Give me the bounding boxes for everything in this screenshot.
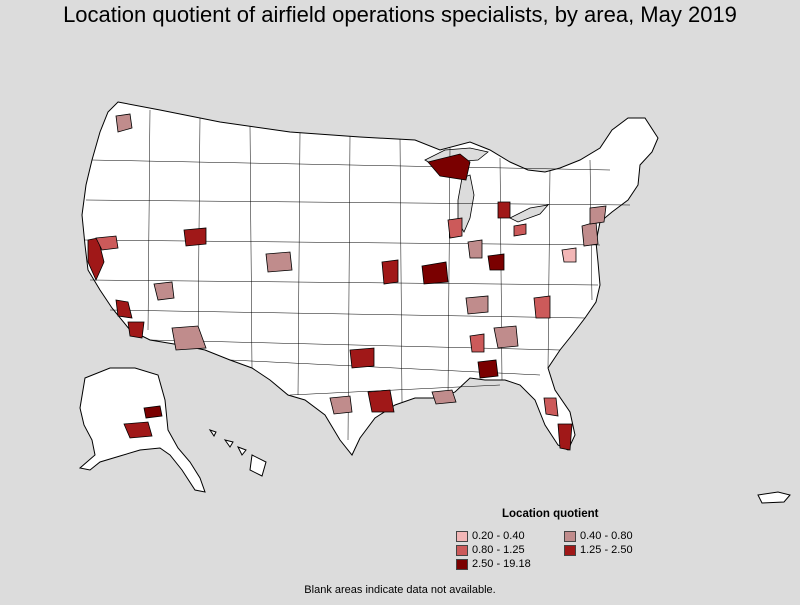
legend-swatch xyxy=(564,530,576,542)
legend-title: Location quotient xyxy=(502,508,599,520)
area-houston xyxy=(367,389,395,413)
area-salt-lake xyxy=(183,227,207,247)
area-san-diego xyxy=(127,321,145,339)
area-new-orleans xyxy=(431,389,457,405)
area-nashville xyxy=(465,295,489,315)
area-tampa xyxy=(543,397,559,417)
area-washington xyxy=(561,247,577,263)
area-anchorage xyxy=(123,421,153,439)
area-austin xyxy=(329,395,353,415)
legend-swatch xyxy=(564,544,576,556)
area-indianapolis xyxy=(467,239,483,259)
area-las-vegas xyxy=(153,281,175,301)
area-upper-michigan xyxy=(427,153,471,181)
area-pittsburgh xyxy=(513,223,527,237)
map-title: Location quotient of airfield operations… xyxy=(63,2,737,27)
area-new-york xyxy=(589,205,607,225)
area-cincinnati xyxy=(487,253,505,271)
legend-swatch xyxy=(456,530,468,542)
area-detroit xyxy=(497,201,511,219)
lake-erie xyxy=(509,204,550,223)
legend-item-2.50-19.18: 2.50 - 19.18 xyxy=(456,558,531,570)
legend-label: 0.40 - 0.80 xyxy=(580,530,633,542)
area-philadelphia xyxy=(581,221,599,247)
area-seattle xyxy=(115,113,133,133)
legend-item-0.40-0.80: 0.40 - 0.80 xyxy=(564,530,633,542)
area-st-louis xyxy=(421,261,449,285)
area-birmingham xyxy=(469,333,485,353)
area-phoenix xyxy=(171,325,207,351)
area-fairbanks xyxy=(143,405,163,419)
area-charlotte xyxy=(533,295,551,319)
footnote: Blank areas indicate data not available. xyxy=(304,584,496,596)
legend-label: 0.80 - 1.25 xyxy=(472,544,525,556)
legend-label: 1.25 - 2.50 xyxy=(580,544,633,556)
area-los-angeles xyxy=(115,299,133,319)
legend-label: 2.50 - 19.18 xyxy=(472,558,531,570)
legend-swatch xyxy=(456,544,468,556)
area-colorado xyxy=(265,251,293,273)
area-oklahoma xyxy=(349,347,375,369)
legend: Location quotient 0.20 - 0.40 0.40 - 0.8… xyxy=(456,508,676,570)
legend-item-0.80-1.25: 0.80 - 1.25 xyxy=(456,544,525,556)
area-miami xyxy=(557,423,573,451)
puerto-rico xyxy=(757,491,791,504)
area-atlanta xyxy=(493,325,519,349)
area-chicago-south xyxy=(447,217,463,239)
area-kansas-city xyxy=(381,259,399,285)
area-sacramento xyxy=(95,235,119,251)
legend-item-1.25-2.50: 1.25 - 2.50 xyxy=(564,544,633,556)
legend-item-0.20-0.40: 0.20 - 0.40 xyxy=(456,530,525,542)
area-florida-panhandle xyxy=(477,359,499,379)
legend-swatch xyxy=(456,558,468,570)
legend-label: 0.20 - 0.40 xyxy=(472,530,525,542)
hawaii-islands xyxy=(208,429,267,477)
